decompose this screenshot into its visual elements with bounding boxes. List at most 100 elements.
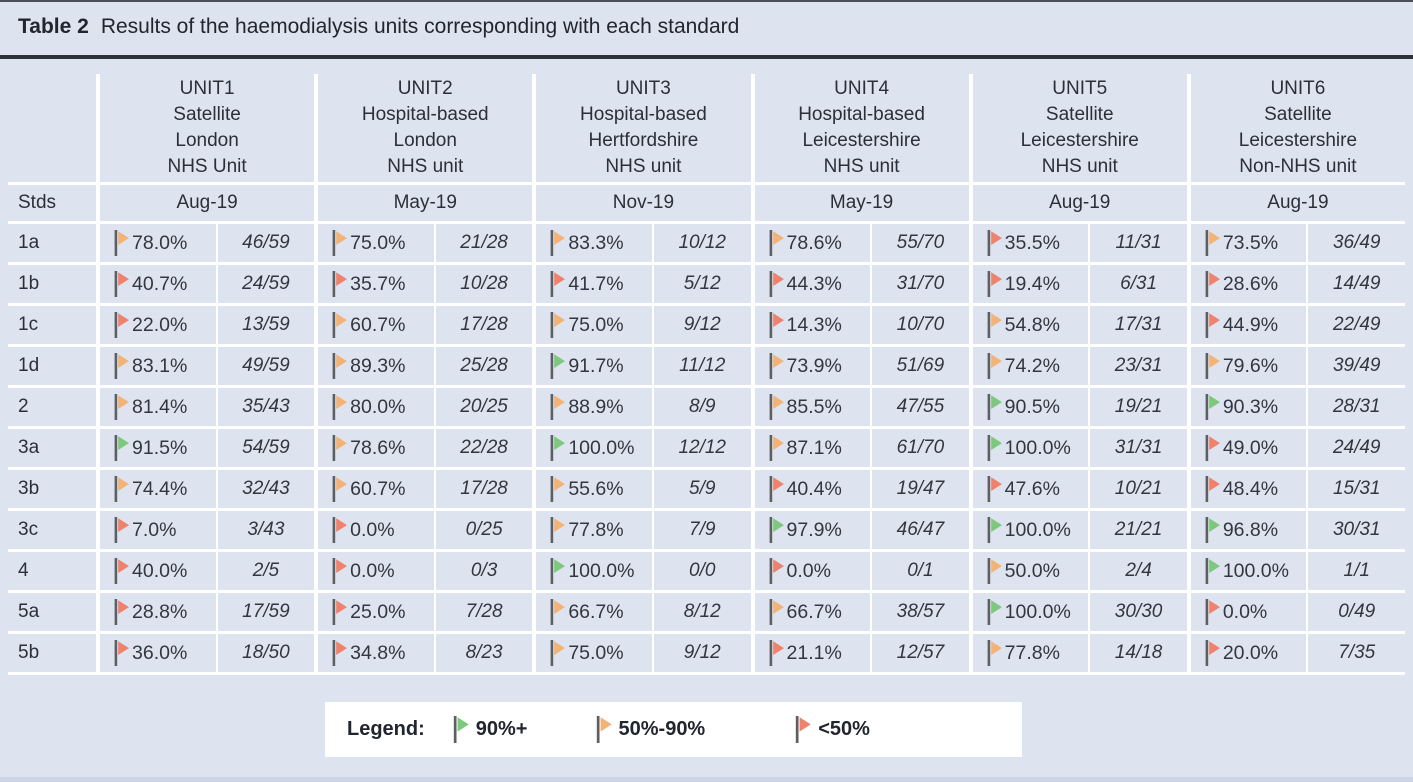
result-cell: 0.0% 0/49 — [1190, 593, 1405, 631]
pct-cell: 83.3% — [536, 224, 652, 262]
fraction-value: 17/31 — [1114, 314, 1163, 335]
pct-cell: 48.4% — [1190, 470, 1307, 508]
fraction-value: 3/43 — [247, 519, 285, 540]
pct-value: 78.6% — [786, 231, 842, 254]
result-cell: 73.9% 51/69 — [754, 347, 969, 385]
orange-flag-icon — [769, 353, 784, 379]
result-cell: 74.2% 23/31 — [972, 347, 1187, 385]
pct-value: 77.8% — [568, 518, 624, 541]
orange-flag-icon — [987, 353, 1002, 379]
green-flag-icon — [987, 435, 1002, 461]
result-cell: 88.9% 8/9 — [536, 388, 751, 426]
fraction-cell: 17/28 — [435, 306, 533, 344]
fraction-cell: 9/12 — [653, 306, 751, 344]
fraction-value: 30/30 — [1114, 601, 1163, 622]
fraction-value: 32/43 — [242, 478, 290, 499]
fraction-value: 15/31 — [1332, 478, 1381, 499]
result-cell: 83.3% 10/12 — [536, 224, 751, 262]
unit-date: Aug-19 — [972, 185, 1187, 221]
result-cell: 87.1% 61/70 — [754, 429, 969, 467]
fraction-value: 39/49 — [1332, 355, 1381, 376]
green-flag-icon — [550, 558, 566, 584]
fraction-cell: 19/47 — [872, 470, 969, 508]
pct-value: 91.7% — [568, 354, 624, 377]
fraction-value: 25/28 — [460, 355, 508, 376]
fraction-value: 31/31 — [1114, 437, 1163, 458]
result-cell: 100.0% 1/1 — [1190, 552, 1405, 590]
fraction-cell: 5/9 — [653, 470, 751, 508]
pct-cell: 78.0% — [100, 224, 216, 262]
orange-flag-icon — [114, 230, 129, 256]
result-cell: 73.5% 36/49 — [1190, 224, 1405, 262]
fraction-value: 46/59 — [242, 232, 290, 253]
pct-cell: 73.5% — [1190, 224, 1307, 262]
fraction-value: 10/28 — [460, 273, 508, 294]
result-cell: 55.6% 5/9 — [536, 470, 751, 508]
result-cell: 89.3% 25/28 — [318, 347, 533, 385]
result-cell: 50.0% 2/4 — [972, 552, 1187, 590]
pct-cell: 100.0% — [536, 552, 652, 590]
result-cell: 0.0% 0/1 — [754, 552, 969, 590]
green-flag-icon — [550, 353, 566, 379]
fraction-cell: 0/49 — [1308, 593, 1405, 631]
fraction-cell: 2/4 — [1090, 552, 1187, 590]
result-cell: 36.0% 18/50 — [100, 634, 315, 672]
fraction-value: 46/47 — [896, 519, 945, 540]
unit-header: UNIT4 Hospital-based Leicestershire NHS … — [754, 74, 969, 182]
table-title: Table 2 Results of the haemodialysis unit… — [18, 15, 739, 39]
fraction-value: 17/28 — [460, 478, 508, 499]
fraction-value: 10/21 — [1114, 478, 1163, 499]
pct-cell: 55.6% — [536, 470, 652, 508]
fraction-cell: 12/12 — [653, 429, 751, 467]
fraction-value: 8/12 — [683, 601, 721, 622]
pct-cell: 49.0% — [1190, 429, 1307, 467]
result-cell: 79.6% 39/49 — [1190, 347, 1405, 385]
pct-cell: 36.0% — [100, 634, 216, 672]
result-cell: 0.0% 0/25 — [318, 511, 533, 549]
orange-flag-icon — [769, 230, 784, 256]
pct-cell: 44.9% — [1190, 306, 1307, 344]
fraction-value: 28/31 — [1332, 396, 1381, 417]
green-flag-icon — [1205, 517, 1220, 543]
pct-cell: 14.3% — [754, 306, 871, 344]
fraction-cell: 30/31 — [1308, 511, 1405, 549]
pct-value: 81.4% — [132, 395, 188, 418]
result-cell: 91.7% 11/12 — [536, 347, 751, 385]
fraction-value: 2/5 — [252, 560, 280, 581]
pct-value: 7.0% — [132, 518, 177, 541]
pct-cell: 96.8% — [1190, 511, 1307, 549]
fraction-cell: 61/70 — [872, 429, 969, 467]
fraction-cell: 15/31 — [1308, 470, 1405, 508]
red-flag-icon — [987, 271, 1002, 297]
fraction-cell: 54/59 — [217, 429, 315, 467]
result-cell: 35.7% 10/28 — [318, 265, 533, 303]
result-cell: 83.1% 49/59 — [100, 347, 315, 385]
fraction-cell: 36/49 — [1308, 224, 1405, 262]
red-flag-icon — [1205, 640, 1220, 666]
fraction-cell: 38/57 — [872, 593, 969, 631]
green-flag-icon — [453, 716, 469, 743]
pct-value: 20.0% — [1222, 641, 1279, 664]
pct-value: 35.5% — [1004, 231, 1060, 254]
pct-cell: 100.0% — [1190, 552, 1307, 590]
pct-value: 89.3% — [350, 354, 406, 377]
pct-cell: 74.4% — [100, 470, 216, 508]
unit-header: UNIT3 Hospital-based Hertfordshire NHS u… — [536, 74, 751, 182]
legend-item-label: 50%-90% — [618, 718, 706, 740]
pct-cell: 0.0% — [754, 552, 871, 590]
pct-value: 40.0% — [132, 559, 188, 582]
pct-value: 88.9% — [568, 395, 624, 418]
fraction-value: 20/25 — [460, 396, 508, 417]
fraction-cell: 10/12 — [653, 224, 751, 262]
red-flag-icon — [769, 640, 784, 666]
fraction-cell: 10/21 — [1090, 470, 1187, 508]
pct-cell: 20.0% — [1190, 634, 1307, 672]
fraction-cell: 51/69 — [872, 347, 969, 385]
corner-cell — [8, 74, 96, 182]
fraction-cell: 55/70 — [872, 224, 969, 262]
fraction-value: 47/55 — [896, 396, 945, 417]
green-flag-icon — [769, 517, 784, 543]
result-cell: 41.7% 5/12 — [536, 265, 751, 303]
result-cell: 100.0% 31/31 — [972, 429, 1187, 467]
fraction-cell: 23/31 — [1090, 347, 1187, 385]
